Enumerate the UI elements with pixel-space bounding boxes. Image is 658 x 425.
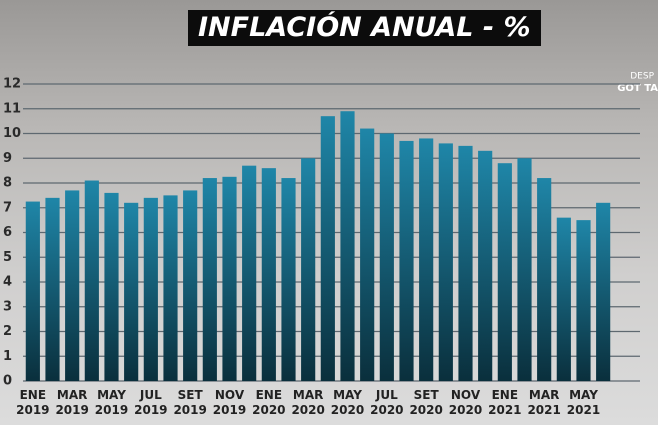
y-tick-label: 5 bbox=[3, 250, 12, 265]
x-tick-label: MAR 2021 bbox=[527, 388, 561, 417]
y-tick-label: 10 bbox=[3, 126, 21, 141]
watermark: DESP bbox=[630, 72, 654, 82]
bar bbox=[183, 190, 198, 381]
bar bbox=[124, 202, 139, 381]
y-tick-label: 3 bbox=[3, 299, 12, 314]
bar bbox=[596, 202, 611, 381]
bar bbox=[517, 158, 532, 381]
x-tick-label: JUL 2019 bbox=[134, 388, 168, 417]
y-tick-label: 12 bbox=[3, 77, 21, 92]
bar bbox=[104, 192, 119, 381]
bar bbox=[478, 150, 493, 381]
bar bbox=[360, 128, 375, 381]
x-tick-label: MAR 2020 bbox=[291, 388, 325, 417]
y-tick-label: 11 bbox=[3, 101, 21, 116]
bar bbox=[399, 140, 414, 381]
x-tick-label: MAY 2019 bbox=[94, 388, 129, 417]
x-tick-label: JUL 2020 bbox=[370, 388, 404, 417]
bar bbox=[537, 178, 552, 381]
bar bbox=[45, 197, 60, 381]
bar bbox=[281, 178, 296, 381]
chart-title: INFLACIÓN ANUAL - % bbox=[188, 10, 541, 46]
y-tick-label: 9 bbox=[3, 151, 12, 166]
watermark: GOT TA bbox=[617, 83, 658, 94]
bar bbox=[320, 116, 335, 382]
x-tick-label: SET 2020 bbox=[409, 388, 443, 417]
y-tick-label: 2 bbox=[3, 324, 12, 339]
x-tick-label: NOV 2019 bbox=[212, 388, 247, 417]
bar bbox=[458, 145, 473, 381]
bar bbox=[497, 163, 512, 381]
bar bbox=[556, 217, 571, 381]
x-tick-label: ENE 2021 bbox=[488, 388, 522, 417]
x-tick-label: MAY 2021 bbox=[566, 388, 601, 417]
bar bbox=[143, 197, 158, 381]
bar bbox=[163, 195, 178, 381]
x-tick-label: NOV 2020 bbox=[448, 388, 483, 417]
bar bbox=[65, 190, 80, 381]
bar bbox=[242, 165, 257, 381]
bar bbox=[438, 143, 453, 381]
bar bbox=[340, 111, 355, 381]
x-tick-label: ENE 2019 bbox=[16, 388, 50, 417]
x-tick-label: MAY 2020 bbox=[330, 388, 365, 417]
y-tick-label: 7 bbox=[3, 200, 12, 215]
bar bbox=[379, 133, 394, 381]
x-tick-label: ENE 2020 bbox=[252, 388, 286, 417]
y-tick-label: 4 bbox=[3, 275, 12, 290]
x-tick-label: MAR 2019 bbox=[55, 388, 89, 417]
bar bbox=[576, 220, 591, 381]
bar bbox=[25, 201, 40, 381]
y-tick-label: 0 bbox=[3, 374, 12, 389]
x-tick-label: SET 2019 bbox=[173, 388, 207, 417]
bar bbox=[301, 158, 316, 381]
bar bbox=[419, 138, 434, 381]
y-tick-label: 6 bbox=[3, 225, 12, 240]
bar bbox=[202, 178, 217, 381]
bar bbox=[261, 168, 276, 381]
bar bbox=[84, 180, 99, 381]
y-tick-label: 8 bbox=[3, 176, 12, 191]
y-tick-label: 1 bbox=[3, 349, 12, 364]
bar bbox=[222, 176, 237, 381]
